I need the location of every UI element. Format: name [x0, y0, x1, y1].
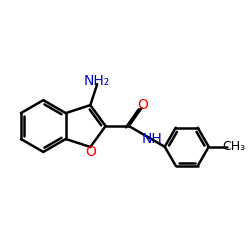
Text: O: O — [85, 145, 96, 159]
Text: NH: NH — [141, 132, 162, 146]
Text: NH₂: NH₂ — [84, 74, 110, 88]
Text: CH₃: CH₃ — [222, 140, 245, 153]
Text: O: O — [137, 98, 148, 112]
